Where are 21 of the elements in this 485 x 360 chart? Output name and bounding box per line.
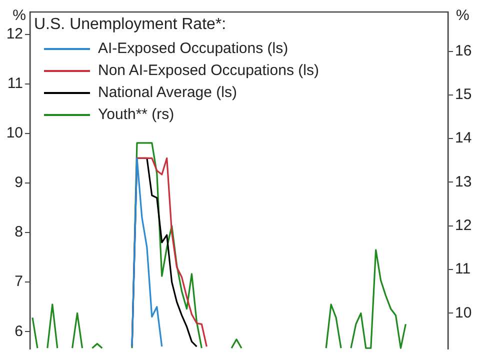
y-tick-label: 7 — [14, 273, 23, 290]
legend-label: Non AI-Exposed Occupations (ls) — [98, 61, 319, 81]
y-axis-title: % — [12, 7, 26, 24]
y-tick-label: 12 — [6, 25, 23, 42]
y2-axis-title: % — [456, 7, 470, 24]
y2-tick-label: 12 — [455, 217, 472, 234]
y2-tick-label: 14 — [455, 130, 472, 147]
y2-tick-label: 11 — [455, 260, 471, 278]
legend-label: Youth** (rs) — [98, 105, 174, 125]
y-tick-label: 6 — [14, 322, 23, 340]
y-tick-label: 10 — [6, 124, 23, 142]
y2-tick-label: 10 — [455, 304, 472, 322]
legend-label: AI-Exposed Occupations (ls) — [98, 39, 288, 59]
y-tick-label: 9 — [14, 174, 23, 192]
y2-tick-label: 16 — [455, 42, 472, 60]
y-tick-label: 8 — [14, 224, 23, 241]
y2-tick-label: 15 — [455, 86, 472, 104]
legend-title: U.S. Unemployment Rate*: — [34, 15, 228, 35]
legend-label: National Average (ls) — [98, 83, 237, 103]
y2-tick-label: 13 — [455, 173, 472, 190]
y-tick-label: 11 — [7, 75, 23, 92]
